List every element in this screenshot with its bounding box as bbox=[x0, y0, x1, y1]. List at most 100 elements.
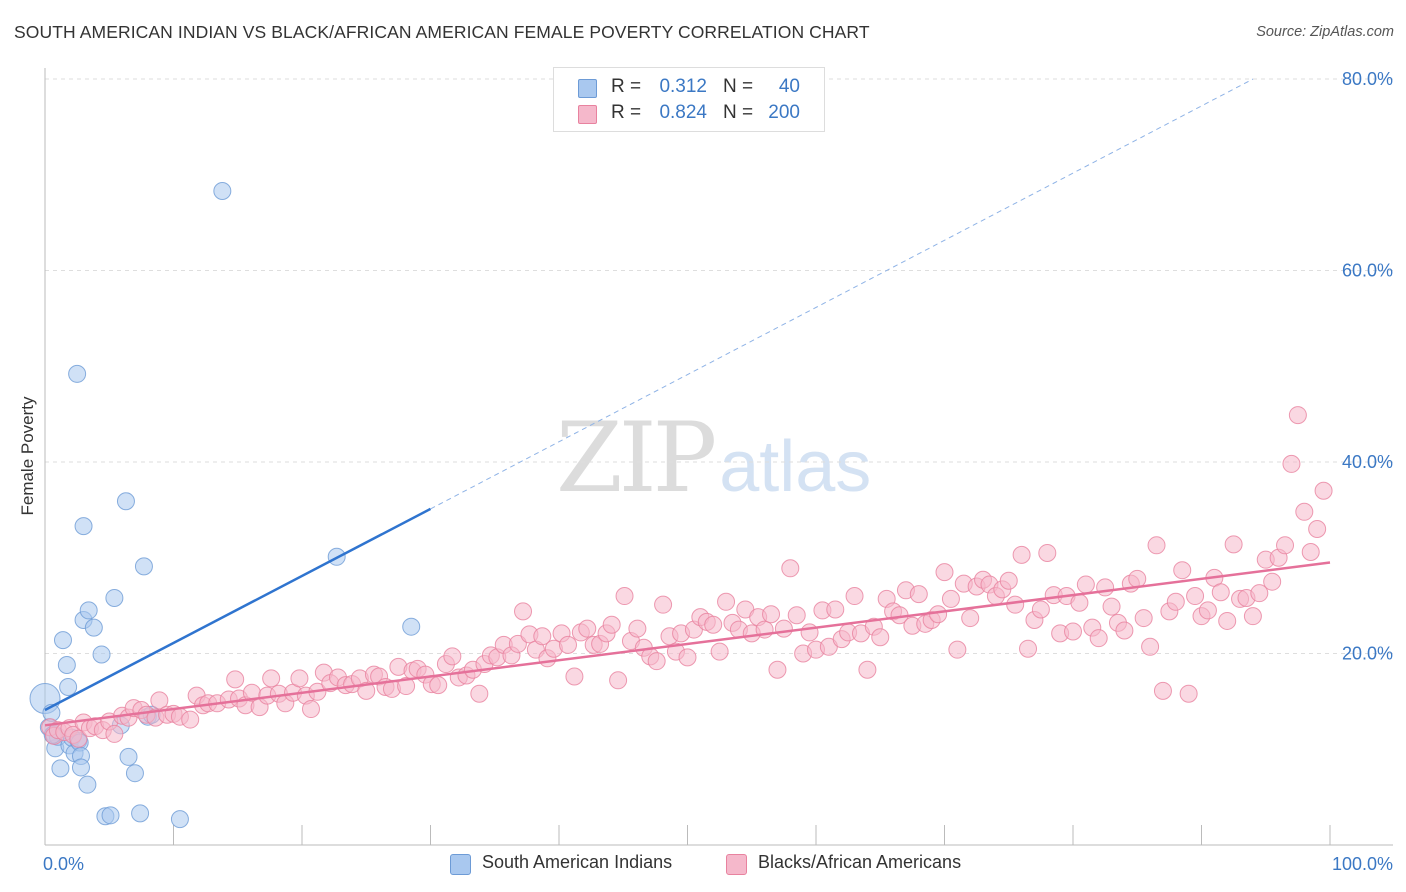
x-tick-label: 100.0% bbox=[1332, 854, 1393, 874]
data-point bbox=[578, 619, 597, 638]
data-point bbox=[290, 669, 309, 688]
grid-lines bbox=[45, 78, 1393, 654]
data-point bbox=[1276, 536, 1295, 555]
data-point bbox=[1102, 597, 1121, 616]
data-point bbox=[134, 557, 153, 576]
x-tick-label: 0.0% bbox=[43, 854, 84, 874]
data-point bbox=[59, 678, 78, 697]
data-point bbox=[654, 595, 673, 614]
data-point bbox=[508, 634, 527, 653]
bottom-legend-label: South American Indians bbox=[482, 852, 673, 872]
data-point bbox=[710, 642, 729, 661]
bottom-legend-label: Blacks/African Americans bbox=[758, 852, 962, 872]
data-point bbox=[1250, 584, 1269, 603]
data-point bbox=[105, 588, 124, 607]
legend-r-value: 0.824 bbox=[659, 102, 707, 123]
data-point bbox=[961, 609, 980, 628]
data-point bbox=[941, 589, 960, 608]
data-point bbox=[999, 571, 1018, 590]
data-point bbox=[774, 619, 793, 638]
trend-line-blacks-african-americans bbox=[44, 561, 1331, 727]
legend-n-value: 40 bbox=[778, 76, 800, 97]
data-point bbox=[1070, 593, 1089, 612]
legend-swatch-pink bbox=[578, 105, 597, 124]
data-point bbox=[131, 804, 150, 823]
data-point bbox=[1173, 561, 1192, 580]
watermark-zip: ZIP bbox=[556, 402, 717, 514]
legend-swatch-blue bbox=[578, 79, 597, 98]
data-point bbox=[101, 806, 120, 825]
data-point bbox=[871, 628, 890, 647]
data-point bbox=[533, 627, 552, 646]
data-point bbox=[226, 670, 245, 689]
data-point bbox=[948, 640, 967, 659]
data-point bbox=[74, 517, 93, 536]
data-point bbox=[1038, 543, 1057, 562]
data-point bbox=[1166, 592, 1185, 611]
chart-title: SOUTH AMERICAN INDIAN VS BLACK/AFRICAN A… bbox=[14, 22, 870, 42]
data-point bbox=[402, 617, 421, 636]
data-point bbox=[1224, 535, 1243, 554]
data-point bbox=[397, 677, 416, 696]
data-point bbox=[116, 492, 135, 511]
data-point bbox=[1012, 545, 1031, 564]
data-point bbox=[79, 601, 98, 620]
data-point bbox=[787, 606, 806, 625]
data-point bbox=[1089, 629, 1108, 648]
data-point bbox=[1314, 481, 1333, 500]
data-point bbox=[1179, 684, 1198, 703]
legend-n-value: 200 bbox=[768, 102, 800, 123]
data-point bbox=[357, 681, 376, 700]
trend-line-extension-south-american-indians bbox=[430, 78, 1254, 510]
data-point bbox=[1128, 569, 1147, 588]
data-point bbox=[1295, 502, 1314, 521]
data-point bbox=[678, 648, 697, 667]
y-tick-label: 40.0% bbox=[1342, 452, 1393, 472]
data-point bbox=[609, 671, 628, 690]
bottom-legend-swatch-pink bbox=[726, 854, 747, 875]
data-point bbox=[443, 647, 462, 666]
data-point bbox=[929, 605, 948, 624]
data-point bbox=[1141, 637, 1160, 656]
data-point bbox=[1308, 520, 1327, 539]
data-point bbox=[1211, 583, 1230, 602]
data-point bbox=[558, 635, 577, 654]
watermark-atlas: atlas bbox=[719, 427, 872, 507]
data-point bbox=[1218, 611, 1237, 630]
legend-r-label: R = bbox=[611, 102, 642, 123]
y-tick-label: 60.0% bbox=[1342, 261, 1393, 281]
data-point bbox=[909, 585, 928, 604]
data-point bbox=[78, 775, 97, 794]
data-point bbox=[781, 559, 800, 578]
data-point bbox=[615, 587, 634, 606]
data-point bbox=[768, 660, 787, 679]
trend-line-south-american-indians bbox=[44, 507, 432, 712]
data-point bbox=[181, 710, 200, 729]
legend-n-label: N = bbox=[723, 102, 754, 123]
data-point bbox=[1198, 601, 1217, 620]
data-point bbox=[647, 652, 666, 671]
watermark: ZIPatlas bbox=[556, 402, 871, 514]
data-point bbox=[514, 602, 533, 621]
source-credit: Source: ZipAtlas.com bbox=[1256, 24, 1394, 40]
correlation-legend: R = 0.312 N = 40 R = 0.824 N = 200 bbox=[553, 67, 825, 132]
data-point bbox=[1115, 621, 1134, 640]
data-point bbox=[92, 645, 111, 664]
data-point bbox=[717, 592, 736, 611]
data-point bbox=[213, 182, 232, 201]
data-point bbox=[1006, 595, 1025, 614]
data-point bbox=[1263, 572, 1282, 591]
data-point bbox=[1147, 536, 1166, 555]
data-point bbox=[704, 615, 723, 634]
legend-r-value: 0.312 bbox=[659, 76, 707, 97]
data-point bbox=[51, 759, 70, 778]
legend-r-label: R = bbox=[611, 76, 642, 97]
data-point bbox=[762, 605, 781, 624]
data-point bbox=[565, 667, 584, 686]
data-point bbox=[1076, 575, 1095, 594]
data-point bbox=[69, 729, 88, 748]
bottom-legend-swatch-blue bbox=[450, 854, 471, 875]
y-tick-label: 80.0% bbox=[1342, 69, 1393, 89]
data-point bbox=[1153, 681, 1172, 700]
